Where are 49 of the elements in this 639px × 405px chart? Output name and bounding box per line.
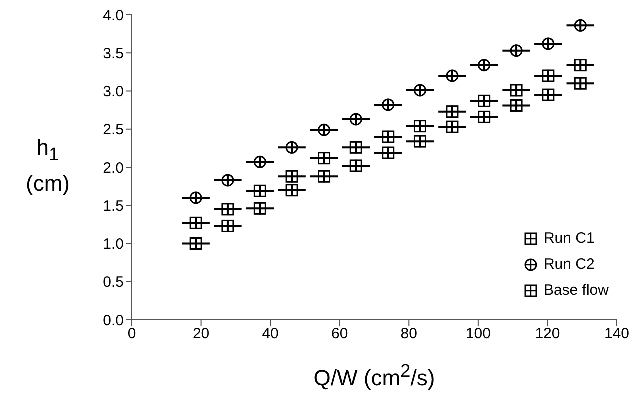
y-tick-label: 3.0 (103, 84, 124, 101)
point (318, 124, 331, 136)
x-tick-label: 120 (535, 326, 560, 343)
point (318, 170, 331, 183)
point (574, 77, 587, 90)
y-tick-label: 0.5 (103, 274, 124, 292)
point (222, 220, 234, 232)
point (510, 44, 523, 58)
point (222, 203, 234, 216)
point (350, 113, 362, 126)
point (382, 98, 395, 112)
point (190, 216, 202, 230)
legend-label: Run C2 (544, 256, 595, 273)
point (254, 184, 266, 198)
point (190, 192, 202, 204)
y-tick-label: 1.0 (103, 236, 124, 254)
y-tick-label: 2.0 (103, 160, 124, 177)
point (446, 70, 459, 82)
y-axis-title: h$_{1}$ (cm) (26, 134, 70, 198)
point (542, 88, 555, 102)
x-tick-label: 60 (332, 326, 348, 343)
y-tick-label: 3.5 (103, 45, 124, 62)
y-tick-label: 0.0 (103, 312, 124, 330)
x-tick-label: 20 (192, 326, 210, 343)
point (318, 152, 331, 165)
point (254, 202, 266, 215)
y-tick-label: 2.5 (103, 122, 124, 139)
x-axis-title: Q/W (cm$^{2}$/s) (312, 360, 436, 392)
point (542, 70, 555, 82)
point (350, 141, 362, 154)
point (414, 84, 426, 97)
legend-label: Base flow (544, 282, 609, 299)
x-tick-label: 40 (262, 326, 279, 343)
y-tick-label: 4.0 (103, 7, 124, 24)
point (542, 38, 555, 50)
point (222, 174, 234, 187)
point (574, 59, 587, 72)
point (286, 141, 298, 154)
point (190, 238, 202, 250)
y-tick-label: 1.5 (103, 198, 124, 215)
x-tick-label: 0 (128, 326, 136, 343)
point (478, 59, 491, 72)
point (574, 19, 587, 32)
legend-label: Run C1 (544, 230, 595, 247)
point (350, 160, 362, 172)
x-tick-label: 140 (604, 326, 630, 343)
x-tick-label: 80 (400, 326, 418, 343)
point (254, 156, 266, 168)
x-tick-label: 100 (466, 326, 491, 343)
